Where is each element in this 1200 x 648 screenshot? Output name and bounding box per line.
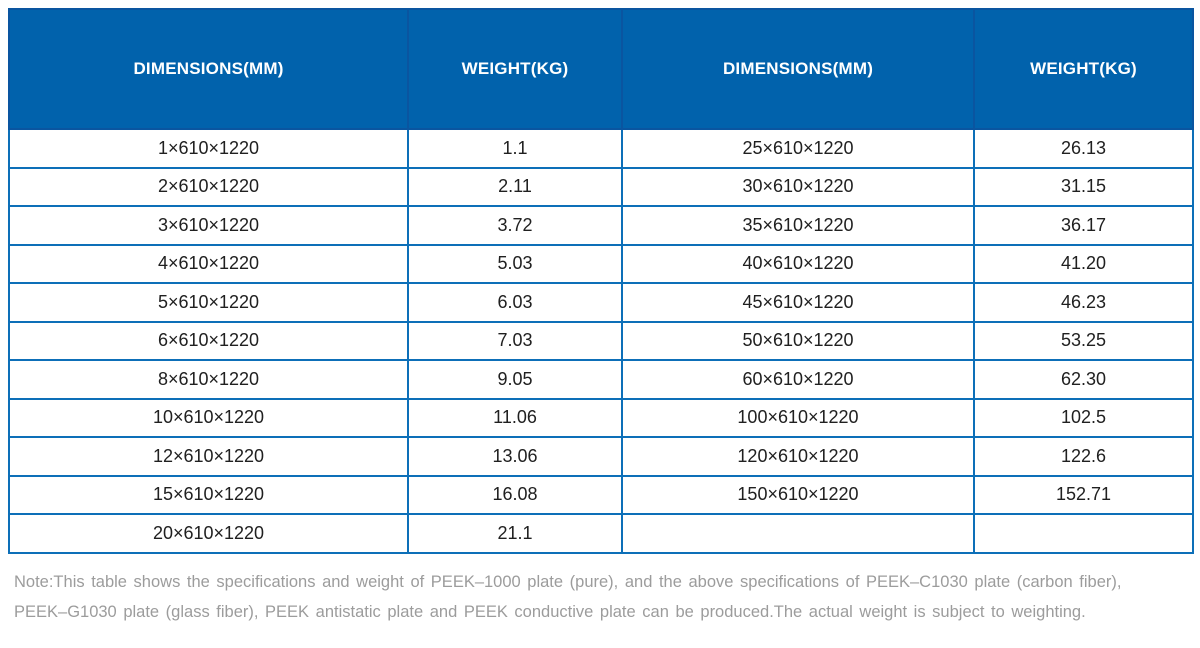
weight-cell: 16.08 <box>407 474 623 515</box>
dimensions-cell: 100×610×1220 <box>621 397 975 438</box>
weight-cell: 41.20 <box>973 243 1194 284</box>
weight-cell: 102.5 <box>973 397 1194 438</box>
dimensions-cell: 6×610×1220 <box>8 320 409 361</box>
weight-cell: 1.1 <box>407 128 623 169</box>
weight-cell: 3.72 <box>407 205 623 246</box>
dimensions-cell: 8×610×1220 <box>8 359 409 400</box>
table-row: 4×610×1220 5.03 40×610×1220 41.20 <box>8 243 1194 284</box>
table-row: 1×610×1220 1.1 25×610×1220 26.13 <box>8 128 1194 169</box>
dimensions-cell: 30×610×1220 <box>621 166 975 207</box>
table-row: 12×610×1220 13.06 120×610×1220 122.6 <box>8 436 1194 477</box>
column-header-dimensions-right: DIMENSIONS(MM) <box>621 8 975 130</box>
dimensions-cell: 20×610×1220 <box>8 513 409 554</box>
table-row: 3×610×1220 3.72 35×610×1220 36.17 <box>8 205 1194 246</box>
dimensions-cell: 25×610×1220 <box>621 128 975 169</box>
weight-cell: 11.06 <box>407 397 623 438</box>
weight-cell: 122.6 <box>973 436 1194 477</box>
table-row: 15×610×1220 16.08 150×610×1220 152.71 <box>8 474 1194 515</box>
dimensions-cell: 50×610×1220 <box>621 320 975 361</box>
dimensions-cell: 5×610×1220 <box>8 282 409 323</box>
dimensions-cell: 150×610×1220 <box>621 474 975 515</box>
weight-cell: 53.25 <box>973 320 1194 361</box>
dimensions-cell: 120×610×1220 <box>621 436 975 477</box>
dimensions-cell: 35×610×1220 <box>621 205 975 246</box>
header-row: DIMENSIONS(MM) WEIGHT(KG) DIMENSIONS(MM)… <box>8 8 1194 130</box>
footnote-line-2: PEEK–G1030 plate (glass fiber), PEEK ant… <box>14 602 1086 621</box>
table-row: 8×610×1220 9.05 60×610×1220 62.30 <box>8 359 1194 400</box>
weight-cell: 6.03 <box>407 282 623 323</box>
dimensions-cell <box>621 513 975 554</box>
weight-cell <box>973 513 1194 554</box>
dimensions-cell: 45×610×1220 <box>621 282 975 323</box>
dimensions-cell: 40×610×1220 <box>621 243 975 284</box>
table-row: 6×610×1220 7.03 50×610×1220 53.25 <box>8 320 1194 361</box>
column-header-weight-right: WEIGHT(KG) <box>973 8 1194 130</box>
weight-cell: 13.06 <box>407 436 623 477</box>
weight-cell: 152.71 <box>973 474 1194 515</box>
footnote-line-1: Note:This table shows the specifications… <box>14 572 1122 591</box>
dimensions-cell: 15×610×1220 <box>8 474 409 515</box>
spec-sheet: DIMENSIONS(MM) WEIGHT(KG) DIMENSIONS(MM)… <box>8 8 1194 627</box>
weight-cell: 2.11 <box>407 166 623 207</box>
column-header-dimensions-left: DIMENSIONS(MM) <box>8 8 409 130</box>
table-row: 20×610×1220 21.1 <box>8 513 1194 554</box>
dimensions-cell: 60×610×1220 <box>621 359 975 400</box>
footnote: Note:This table shows the specifications… <box>14 567 1138 627</box>
table-row: 5×610×1220 6.03 45×610×1220 46.23 <box>8 282 1194 323</box>
weight-cell: 7.03 <box>407 320 623 361</box>
weight-cell: 46.23 <box>973 282 1194 323</box>
dimensions-cell: 4×610×1220 <box>8 243 409 284</box>
weight-cell: 36.17 <box>973 205 1194 246</box>
table-row: 10×610×1220 11.06 100×610×1220 102.5 <box>8 397 1194 438</box>
weight-cell: 21.1 <box>407 513 623 554</box>
weight-cell: 31.15 <box>973 166 1194 207</box>
weight-cell: 26.13 <box>973 128 1194 169</box>
weight-cell: 9.05 <box>407 359 623 400</box>
dimensions-cell: 1×610×1220 <box>8 128 409 169</box>
table-header: DIMENSIONS(MM) WEIGHT(KG) DIMENSIONS(MM)… <box>8 8 1194 130</box>
weight-cell: 5.03 <box>407 243 623 284</box>
dimensions-cell: 10×610×1220 <box>8 397 409 438</box>
table-body: 1×610×1220 1.1 25×610×1220 26.13 2×610×1220 2… <box>8 128 1194 554</box>
column-header-weight-left: WEIGHT(KG) <box>407 8 623 130</box>
table-row: 2×610×1220 2.11 30×610×1220 31.15 <box>8 166 1194 207</box>
weight-cell: 62.30 <box>973 359 1194 400</box>
dimensions-cell: 12×610×1220 <box>8 436 409 477</box>
dimensions-cell: 2×610×1220 <box>8 166 409 207</box>
peek-plate-weight-table: DIMENSIONS(MM) WEIGHT(KG) DIMENSIONS(MM)… <box>8 8 1194 554</box>
dimensions-cell: 3×610×1220 <box>8 205 409 246</box>
